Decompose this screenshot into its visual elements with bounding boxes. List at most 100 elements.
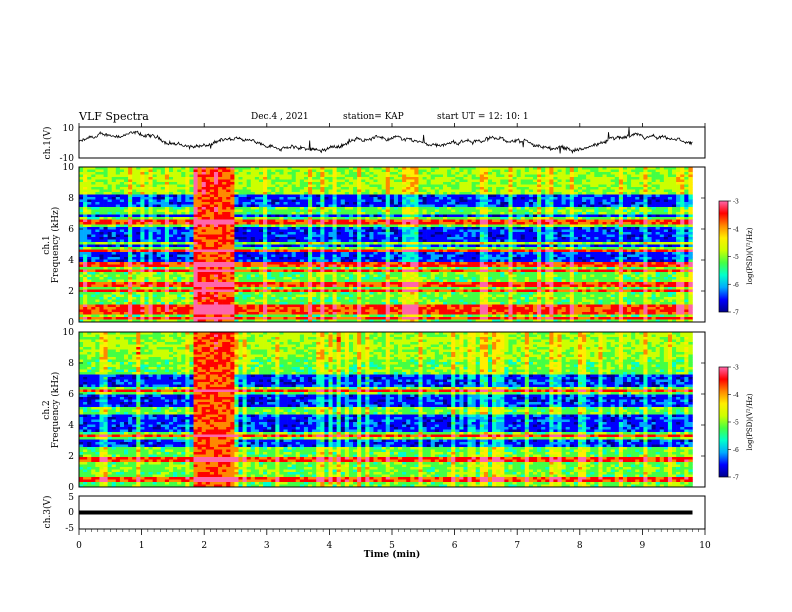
spectrogram-cell [99, 200, 103, 203]
spectrogram-cell [406, 170, 410, 173]
spectrogram-cell [181, 185, 185, 188]
spectrogram-cell [128, 175, 132, 178]
spectrogram-cell [308, 190, 312, 193]
spectrogram-cell [570, 185, 574, 188]
spectrogram-cell [226, 202, 230, 205]
spectrogram-cell [488, 197, 492, 200]
spectrogram-cell [116, 185, 120, 188]
spectrogram-cell [83, 200, 87, 203]
spectrogram-cell [140, 177, 144, 180]
spectrogram-cell [218, 197, 222, 200]
spectrogram-cell [365, 175, 369, 178]
spectrogram-cell [202, 207, 206, 210]
spectrogram-cell [508, 170, 512, 173]
spectrogram-cell [533, 175, 537, 178]
spectrogram-cell [333, 182, 337, 185]
spectrogram-cell [672, 180, 676, 183]
spectrogram-cell [328, 185, 332, 188]
spectrogram-cell [668, 200, 672, 203]
spectrogram-cell [120, 170, 124, 173]
spectrogram-cell [328, 210, 332, 213]
spectrogram-cell [153, 187, 157, 190]
spectrogram-cell [202, 187, 206, 190]
spectrogram-cell [488, 215, 492, 218]
spectrogram-cell [136, 200, 140, 203]
spectrogram-cell [169, 207, 173, 210]
spectrogram-cell [582, 202, 586, 205]
spectrogram-cell [373, 185, 377, 188]
spectrogram-cell [386, 182, 390, 185]
spectrogram-cell [570, 190, 574, 193]
spectrogram-cell [345, 205, 349, 208]
spectrogram-cell [435, 192, 439, 195]
spectrogram-cell [165, 195, 169, 198]
spectrogram-cell [157, 175, 161, 178]
spectrogram-cell [104, 215, 108, 218]
spectrogram-cell [386, 195, 390, 198]
spectrogram-cell [124, 202, 128, 205]
spectrogram-cell [79, 217, 83, 220]
spectrogram-cell [607, 212, 611, 215]
spectrogram-cell [157, 200, 161, 203]
spectrogram-cell [594, 170, 598, 173]
spectrogram-cell [365, 195, 369, 198]
spectrogram-cell [611, 200, 615, 203]
spectrogram-cell [181, 175, 185, 178]
spectrogram-cell [463, 172, 467, 175]
spectrogram-cell [468, 180, 472, 183]
spectrogram-cell [590, 215, 594, 218]
spectrogram-cell [198, 202, 202, 205]
spectrogram-cell [320, 197, 324, 200]
spectrogram-cell [664, 205, 668, 208]
spectrogram-cell [447, 220, 451, 223]
ch1-spectrogram-panel: 0246810 ch.1 Frequency (kHz) [42, 163, 705, 328]
spectrogram-cell [324, 202, 328, 205]
spectrogram-cell [684, 192, 688, 195]
spectrogram-cell [165, 175, 169, 178]
spectrogram-cell [508, 215, 512, 218]
spectrogram-cell [239, 182, 243, 185]
spectrogram-cell [537, 212, 541, 215]
spectrogram-cell [668, 217, 672, 220]
spectrogram-cell [545, 182, 549, 185]
spectrogram-cell [431, 212, 435, 215]
spectrogram-cell [443, 172, 447, 175]
spectrogram-cell [316, 177, 320, 180]
spectrogram-cell [598, 187, 602, 190]
spectrogram-cell [607, 192, 611, 195]
spectrogram-cell [153, 182, 157, 185]
spectrogram-cell [439, 207, 443, 210]
spectrogram-cell [292, 202, 296, 205]
spectrogram-cell [549, 180, 553, 183]
spectrogram-cell [251, 175, 255, 178]
spectrogram-cell [271, 195, 275, 198]
spectrogram-cell [627, 190, 631, 193]
spectrogram-cell [647, 217, 651, 220]
spectrogram-cell [615, 202, 619, 205]
spectrogram-cell [79, 172, 83, 175]
spectrogram-cell [631, 197, 635, 200]
spectrogram-cell [181, 190, 185, 193]
spectrogram-cell [333, 207, 337, 210]
spectrogram-cell [345, 197, 349, 200]
spectrogram-cell [472, 212, 476, 215]
spectrogram-cell [136, 207, 140, 210]
spectrogram-cell [574, 190, 578, 193]
spectrogram-cell [194, 197, 198, 200]
spectrogram-cell [230, 172, 234, 175]
spectrogram-cell [541, 195, 545, 198]
spectrogram-cell [623, 205, 627, 208]
spectrogram-cell [136, 172, 140, 175]
spectrogram-cell [398, 202, 402, 205]
spectrogram-cell [341, 202, 345, 205]
spectrogram-cell [312, 217, 316, 220]
spectrogram-cell [553, 215, 557, 218]
spectrogram-cell [603, 205, 607, 208]
spectrogram-cell [320, 177, 324, 180]
spectrogram-cell [537, 197, 541, 200]
spectrogram-cell [275, 212, 279, 215]
spectrogram-cell [251, 200, 255, 203]
spectrogram-cell [529, 182, 533, 185]
spectrogram-cell [214, 217, 218, 220]
spectrogram-cell [574, 192, 578, 195]
